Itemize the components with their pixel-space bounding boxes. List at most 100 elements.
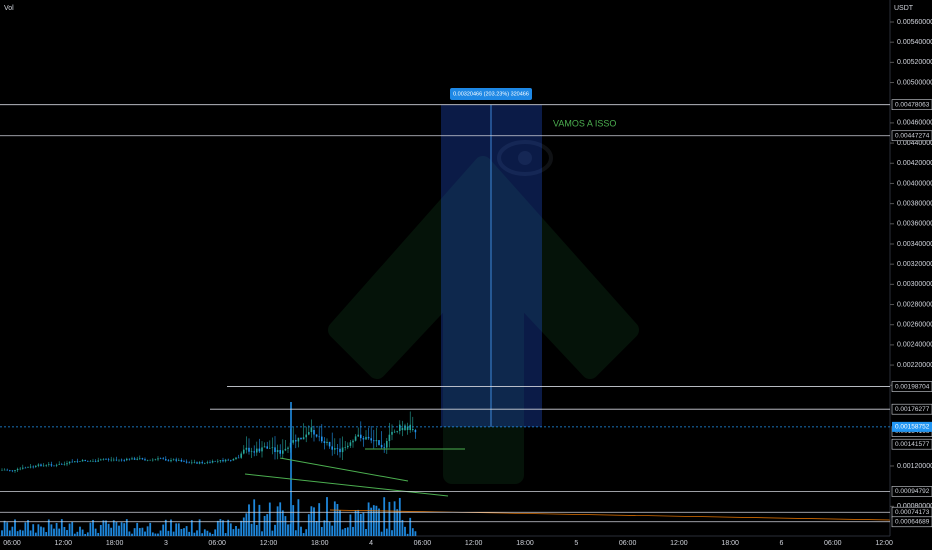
candle-body	[139, 458, 141, 459]
price-line-label: 0.00074173	[895, 509, 930, 516]
volume-bar	[79, 526, 81, 536]
volume-bar	[261, 531, 263, 536]
volume-bar	[102, 520, 105, 536]
volume-bar	[224, 533, 227, 536]
candle-body	[29, 466, 32, 468]
volume-bar	[177, 523, 180, 536]
candle-body	[230, 460, 232, 461]
candle-body	[269, 448, 271, 449]
volume-bar	[391, 530, 393, 536]
price-badge	[891, 381, 932, 392]
candle-body	[326, 441, 328, 444]
volume-bar	[367, 502, 370, 536]
candle-body	[35, 465, 37, 467]
candle-body	[391, 431, 393, 435]
candle-body	[240, 453, 242, 458]
candle-body	[282, 450, 284, 454]
price-tick-label: 0.00280000	[897, 301, 932, 308]
volume-bar	[146, 526, 149, 536]
price-tick-label: 0.00300000	[897, 281, 932, 288]
volume-bar	[315, 520, 318, 536]
volume-bar	[206, 530, 209, 536]
volume-bar	[281, 510, 284, 536]
candle-body	[123, 460, 125, 461]
candle-body	[328, 441, 331, 447]
price-tick-label: 0.00320000	[897, 261, 932, 268]
candle-body	[206, 462, 209, 464]
time-label: 4	[369, 540, 373, 547]
volume-bar	[94, 528, 97, 536]
candle-body	[92, 461, 94, 462]
candle-body	[331, 446, 333, 450]
volume-bar	[55, 522, 58, 536]
volume-bar	[359, 513, 362, 536]
price-line-label: 0.00198704	[895, 383, 930, 390]
time-label: 06:00	[414, 540, 432, 547]
volume-bar	[300, 526, 302, 536]
candle-body	[74, 461, 76, 463]
volume-bar	[40, 526, 42, 536]
candle-body	[53, 465, 55, 467]
volume-bar	[266, 514, 269, 536]
volume-bar	[118, 525, 120, 536]
candle-body	[154, 459, 157, 461]
candle-body	[276, 450, 279, 453]
price-tick-label: 0.00080000	[897, 503, 932, 510]
candle-body	[263, 446, 266, 448]
price-tick-label: 0.00380000	[897, 200, 932, 207]
volume-bar	[66, 530, 68, 536]
volume-bar	[240, 520, 243, 536]
candle-body	[11, 470, 14, 472]
volume-bar	[138, 528, 141, 536]
candle-body	[401, 428, 404, 430]
volume-bar	[19, 529, 22, 536]
price-line-label: 0.00176277	[895, 406, 930, 413]
currency-label: USDT	[894, 5, 914, 12]
candle-body	[214, 461, 216, 462]
time-label: 3	[164, 540, 168, 547]
trend-line	[244, 473, 449, 497]
volume-bar	[297, 499, 300, 536]
candle-body	[3, 469, 6, 471]
candle-body	[19, 468, 21, 470]
candle-body	[274, 447, 276, 453]
volume-bar	[45, 532, 48, 536]
candle-body	[253, 451, 255, 453]
price-line-label: 0.00447274	[895, 132, 930, 139]
candle-body	[341, 447, 344, 453]
volume-bar	[136, 522, 139, 536]
candle-body	[50, 464, 53, 466]
volume-bar	[232, 529, 235, 536]
candle-body	[256, 448, 258, 453]
volume-bar	[393, 501, 396, 536]
candle-body	[61, 464, 63, 465]
price-tick-label: 0.00560000	[897, 19, 932, 26]
volume-bar	[154, 533, 157, 536]
candle-body	[399, 424, 401, 431]
volume-bar	[227, 519, 230, 536]
volume-bar	[97, 532, 100, 536]
candle-body	[219, 460, 222, 462]
volume-bar	[388, 501, 391, 536]
volume-bar	[404, 526, 406, 536]
volume-bar	[123, 523, 126, 536]
volume-bar	[310, 506, 313, 536]
candle-body	[344, 447, 346, 448]
volume-bar	[242, 517, 245, 536]
volume-bar	[32, 524, 35, 536]
time-label: 6	[780, 540, 784, 547]
volume-bar	[362, 512, 365, 536]
candle-body	[313, 430, 315, 435]
price-tick-label: 0.00220000	[897, 362, 932, 369]
candle-body	[81, 460, 84, 462]
candle-body	[300, 437, 302, 440]
volume-bar	[144, 531, 146, 536]
volume-bar	[326, 497, 328, 536]
price-tick-label: 0.00500000	[897, 79, 932, 86]
candle-body	[152, 459, 154, 461]
candle-body	[250, 451, 253, 452]
volume-bar	[167, 530, 170, 536]
volume-bar	[349, 514, 352, 536]
volume-bar	[365, 529, 367, 536]
volume-bar	[346, 527, 349, 536]
